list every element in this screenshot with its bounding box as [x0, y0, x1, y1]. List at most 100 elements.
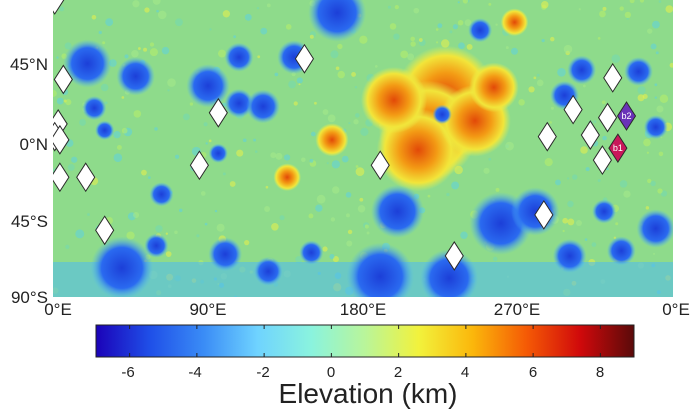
terrain-speckle: [602, 135, 607, 141]
lat-label-0n: 0°N: [19, 135, 48, 154]
terrain-speckle: [665, 5, 673, 13]
terrain-speckle: [275, 152, 283, 160]
terrain-speckle: [646, 151, 650, 154]
terrain-speckle: [56, 56, 59, 59]
terrain-speckle: [647, 28, 653, 34]
terrain-speckle: [222, 10, 231, 18]
terrain-speckle: [331, 160, 341, 169]
site-marker-b2-shape: [616, 101, 637, 131]
terrain-speckle: [528, 86, 535, 93]
terrain-speckle: [457, 1, 460, 4]
site-marker-b2-label: b2: [621, 111, 631, 121]
terrain-speckle: [544, 158, 553, 167]
terrain-speckle: [65, 99, 72, 106]
terrain-speckle: [413, 7, 420, 14]
terrain-speckle: [335, 66, 340, 71]
terrain-speckle: [355, 113, 360, 118]
site-marker-shape: [537, 121, 557, 152]
terrain-speckle: [189, 102, 194, 106]
terrain-speckle: [256, 6, 260, 10]
terrain-speckle: [310, 131, 316, 137]
terrain-speckle: [105, 18, 114, 27]
colorbar-title: Elevation (km): [278, 378, 458, 409]
terrain-speckle: [533, 76, 537, 80]
terrain-speckle: [293, 101, 298, 106]
highland-region: [360, 67, 428, 134]
terrain-speckle: [165, 251, 172, 258]
terrain-speckle: [253, 138, 257, 142]
basin: [592, 199, 617, 224]
terrain-speckle: [200, 191, 206, 196]
terrain-speckle: [314, 101, 317, 105]
site-marker: [370, 150, 390, 181]
terrain-speckle: [260, 27, 268, 35]
terrain-speckle: [650, 180, 656, 187]
site-marker-shape: [53, 0, 65, 15]
terrain-speckle: [360, 127, 369, 136]
terrain-speckle: [132, 0, 140, 8]
terrain-speckle: [124, 54, 129, 59]
terrain-speckle: [330, 50, 339, 59]
site-marker: [294, 43, 315, 74]
terrain-speckle: [555, 179, 561, 186]
terrain-speckle: [236, 149, 244, 157]
terrain-speckle: [179, 208, 183, 213]
basin: [511, 187, 560, 236]
terrain-speckle: [492, 256, 498, 262]
terrain-speckle: [152, 0, 161, 5]
terrain-speckle: [354, 85, 358, 89]
basin: [643, 115, 668, 140]
terrain-speckle: [116, 144, 122, 150]
colorbar-tick-label: 6: [528, 364, 538, 381]
terrain-speckle: [283, 154, 291, 161]
terrain-speckle: [585, 167, 590, 172]
terrain-speckle: [121, 127, 128, 134]
terrain-speckle: [357, 204, 366, 213]
terrain-speckle: [518, 99, 525, 106]
site-marker-b1: b1: [608, 133, 628, 164]
highland-region: [469, 62, 519, 113]
terrain-speckle: [133, 110, 142, 118]
terrain-speckle: [563, 44, 573, 54]
terrain-speckle: [271, 223, 279, 231]
terrain-speckle: [156, 9, 159, 13]
terrain-speckle: [242, 138, 247, 143]
terrain-speckle: [597, 178, 601, 182]
basin: [82, 95, 107, 121]
site-marker-shape: [592, 145, 612, 176]
terrain-speckle: [265, 185, 269, 189]
terrain-speckle: [619, 180, 628, 188]
colorbar-tick-label: 0: [326, 364, 336, 381]
terrain-speckle: [322, 109, 329, 115]
terrain-speckle: [446, 192, 450, 197]
terrain-speckle: [337, 70, 345, 79]
terrain-speckle: [341, 155, 349, 163]
site-marker-shape: [444, 241, 464, 271]
terrain-speckle: [100, 83, 109, 92]
lat-label-45s: 45°S: [10, 212, 48, 231]
terrain-speckle: [615, 222, 619, 226]
terrain-speckle: [59, 6, 65, 12]
site-marker-shape: [603, 62, 623, 93]
terrain-speckle: [285, 24, 292, 30]
terrain-speckle: [460, 231, 468, 239]
terrain-speckle: [359, 197, 364, 202]
terrain-speckle: [316, 194, 326, 204]
site-marker: [580, 120, 600, 150]
terrain-speckle: [102, 41, 106, 45]
basin: [308, 0, 367, 42]
terrain-speckle: [562, 229, 565, 233]
terrain-speckle: [597, 36, 601, 40]
terrain-speckle: [418, 38, 423, 42]
terrain-speckle: [204, 222, 208, 226]
terrain-speckle: [658, 151, 664, 157]
colorbar-tick-label: 4: [460, 364, 470, 381]
terrain-speckle: [196, 234, 200, 238]
terrain-speckle: [462, 0, 469, 4]
colorbar-tick-label: -4: [188, 364, 202, 381]
terrain-speckle: [483, 167, 490, 174]
terrain-speckle: [652, 20, 660, 29]
terrain-speckle: [567, 177, 570, 180]
terrain-speckle: [510, 47, 518, 55]
terrain-speckle: [301, 157, 306, 163]
